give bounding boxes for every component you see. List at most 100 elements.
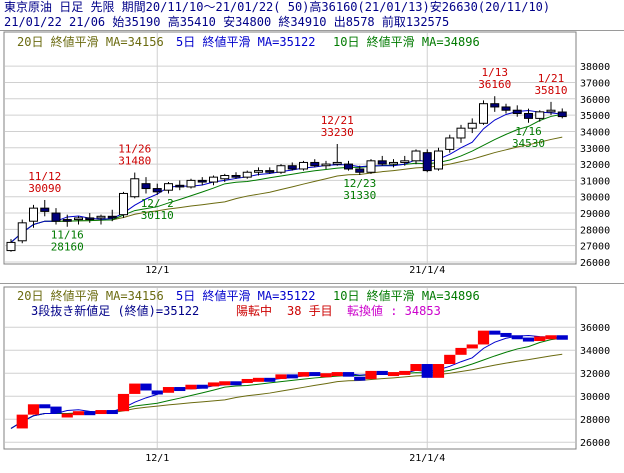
- ma10-line: [10, 113, 563, 243]
- candle: [231, 172, 241, 179]
- kagi-brick: [151, 390, 163, 395]
- candle: [310, 159, 320, 168]
- candle: [557, 108, 567, 119]
- kagi-brick: [376, 370, 388, 375]
- legend2-ma10: 10日 終値平滑 MA=34896: [333, 288, 480, 303]
- kagi-brick: [117, 393, 130, 412]
- kagi-brick: [61, 413, 73, 418]
- annotation-value: 30110: [141, 209, 174, 222]
- candle-body: [422, 152, 432, 172]
- annotation-date: 12/ 2: [141, 197, 174, 210]
- kagi-brick: [16, 414, 28, 429]
- candle: [254, 167, 263, 176]
- candle: [524, 108, 533, 123]
- candle: [422, 149, 432, 173]
- kagi-brick: [39, 404, 51, 409]
- candle: [96, 214, 106, 225]
- candle: [456, 124, 466, 143]
- candle-body: [17, 222, 27, 242]
- candle-body: [175, 184, 185, 188]
- price-y-tick: 37000: [580, 78, 610, 89]
- candle: [434, 147, 443, 171]
- candle-body: [479, 103, 488, 124]
- candle-body: [141, 183, 151, 190]
- kagi-brick: [556, 335, 568, 340]
- candle: [332, 144, 342, 166]
- candle-body: [546, 109, 556, 113]
- kagi-brick: [354, 376, 366, 381]
- candle: [51, 208, 61, 225]
- candle: [512, 105, 522, 117]
- price-y-tick: 38000: [580, 62, 610, 73]
- candle-body: [411, 150, 421, 162]
- candle-body: [107, 215, 117, 219]
- kagi-brick: [455, 347, 467, 355]
- candle-body: [62, 219, 72, 222]
- legend-ma20: 20日 終値平滑 MA=34156: [17, 34, 164, 49]
- kagi-y-tick: 34000: [580, 346, 610, 357]
- kagi-brick: [264, 377, 276, 382]
- kagi-brick: [275, 374, 287, 379]
- kagi-brick: [185, 384, 197, 390]
- annotation-date: 12/23: [343, 177, 376, 190]
- kagi-brick: [466, 344, 478, 349]
- price-moving-averages: [10, 110, 563, 243]
- price-y-tick: 35000: [580, 111, 610, 122]
- kagi-brick: [241, 378, 253, 383]
- candle: [6, 239, 16, 252]
- kagi-y-tick: 30000: [580, 392, 610, 403]
- price-y-tick: 31000: [580, 176, 610, 187]
- annotation-value: 36160: [478, 78, 511, 91]
- kagi-brick: [129, 383, 141, 394]
- price-gridlines: [5, 33, 575, 263]
- kagi-brick: [196, 384, 208, 389]
- candle: [377, 155, 387, 166]
- kagi-brick: [534, 336, 546, 342]
- price-y-tick: 30000: [580, 193, 610, 204]
- annotation-value: 35810: [534, 84, 567, 97]
- annotation-value: 31330: [343, 189, 376, 202]
- candle-body: [276, 165, 286, 173]
- kagi-x-tick: 21/1/4: [409, 453, 445, 464]
- chart-header-title: 東京原油 日足 先限 期間20/11/10～21/01/22( 50)高3616…: [0, 0, 624, 14]
- kagi-y-tick: 26000: [580, 438, 610, 449]
- kagi-brick: [174, 387, 186, 392]
- candle-body: [535, 111, 545, 119]
- kagi-brick: [444, 354, 456, 365]
- price-y-axis: 26000 27000 28000 29000 30000 31000 32000 33000…: [580, 62, 610, 269]
- candle: [164, 182, 173, 194]
- candle-body: [344, 163, 353, 170]
- candle: [490, 96, 500, 112]
- ma5-line: [10, 110, 563, 243]
- candle-body: [456, 127, 466, 139]
- candle: [445, 134, 455, 153]
- candle: [546, 101, 556, 116]
- price-x-tick: 21/1/4: [409, 265, 445, 276]
- legend2-ma5: 5日 終値平滑 MA=35122: [176, 288, 315, 303]
- kagi-brick: [545, 335, 557, 340]
- candle-body: [152, 188, 162, 193]
- kagi-brick: [511, 335, 523, 340]
- candle-body: [434, 150, 443, 170]
- candle: [321, 160, 331, 169]
- annotation-date: 11/26: [118, 143, 151, 156]
- annotation-date: 11/12: [28, 170, 61, 183]
- kagi-brick: [432, 364, 445, 378]
- candle: [501, 103, 511, 114]
- candle: [186, 178, 196, 189]
- candle-body: [254, 170, 263, 173]
- price-y-tick: 34000: [580, 127, 610, 138]
- kagi-brick: [297, 372, 310, 377]
- candle: [276, 164, 286, 174]
- price-x-tick: 12/1: [145, 265, 169, 276]
- kagi-brick: [72, 411, 85, 416]
- candle-body: [310, 161, 320, 167]
- kagi-legend: 20日 終値平滑 MA=34156 5日 終値平滑 MA=35122 10日 終…: [17, 288, 480, 318]
- candle: [400, 155, 410, 166]
- kagi-brick: [95, 410, 107, 415]
- kagi-state: 陽転中: [236, 303, 272, 318]
- candle-body: [6, 241, 16, 252]
- kagi-brick: [365, 370, 377, 379]
- candle: [389, 159, 398, 168]
- price-y-tick: 29000: [580, 209, 610, 220]
